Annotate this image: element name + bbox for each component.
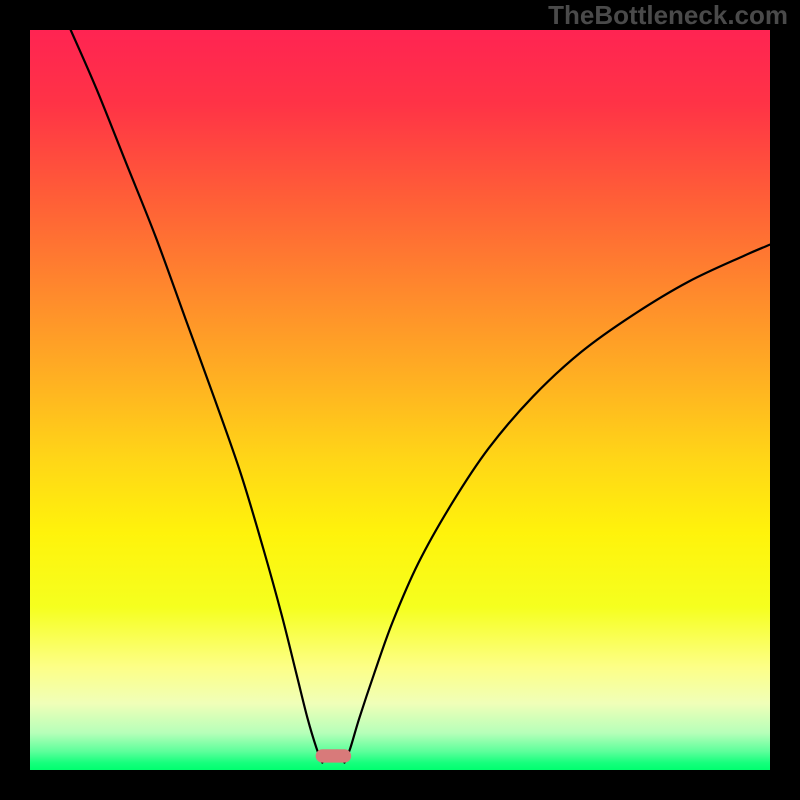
watermark-label: TheBottleneck.com: [548, 0, 788, 31]
bottleneck-marker: [316, 749, 352, 762]
chart-canvas: TheBottleneck.com: [0, 0, 800, 800]
plot-area: [30, 30, 770, 770]
bottleneck-chart: [30, 30, 770, 770]
gradient-background: [30, 30, 770, 770]
